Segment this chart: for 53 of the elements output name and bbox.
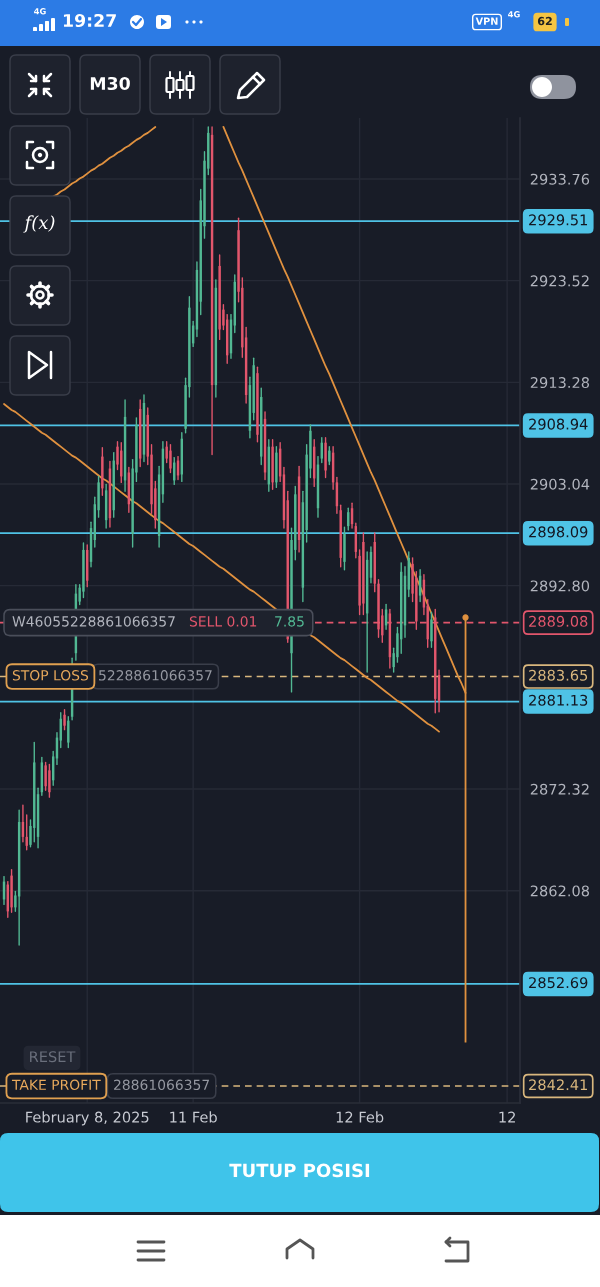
candlestick: [44, 761, 47, 791]
text: 62: [537, 16, 552, 26]
text: 4G: [508, 11, 520, 18]
ref-line-label: 2852.69: [529, 977, 588, 989]
candlestick: [271, 439, 274, 491]
ref-line-label: 2842.41: [529, 1079, 588, 1091]
text: 4G: [34, 8, 46, 15]
text: 19:27: [63, 13, 116, 28]
y-tick-label: 2862.08: [530, 885, 590, 897]
candlestick: [101, 446, 104, 497]
annotation: W46055228861066357: [12, 616, 175, 627]
candlestick: [343, 526, 346, 571]
candlestick: [256, 366, 259, 443]
candlestick: [169, 443, 172, 474]
candlestick: [324, 437, 327, 479]
ref-line-label: 2883.65: [529, 669, 588, 681]
ref-line-label: 2898.09: [529, 526, 588, 538]
y-tick-label: 2913.28: [530, 377, 590, 389]
candlestick: [67, 716, 70, 749]
text: TUTUP POSISI: [229, 1163, 370, 1178]
text: VPN: [475, 17, 498, 25]
candlestick: [63, 709, 66, 731]
text: M30: [90, 76, 130, 91]
y-tick-label: 2892.80: [530, 580, 590, 592]
annotation: RESET: [30, 1051, 76, 1063]
candlestick: [430, 611, 433, 648]
y-tick-label: 2872.32: [530, 783, 589, 795]
candlestick: [328, 445, 331, 466]
x-tick-label: 12 Feb: [336, 1111, 384, 1123]
x-tick-label: February 8, 2025: [26, 1111, 149, 1126]
candlestick: [10, 868, 13, 914]
candlestick: [82, 542, 85, 599]
candlestick: [362, 532, 365, 616]
ref-line-label: 2889.08: [529, 615, 588, 627]
annotation: SELL 0.01: [189, 616, 257, 627]
y-tick-label: 2923.52: [530, 275, 589, 287]
ref-line-label: 2929.51: [529, 214, 588, 226]
line-series: [52, 126, 157, 198]
ref-line-label: 2908.94: [529, 418, 588, 430]
candlestick: [218, 254, 221, 341]
candlestick: [48, 763, 51, 798]
annotation: STOP LOSS: [12, 670, 89, 681]
candlestick: [275, 445, 278, 489]
y-tick-label: 2933.76: [530, 173, 590, 185]
x-tick-label: 12: [499, 1111, 515, 1123]
annotation: 28861066357: [114, 1079, 210, 1091]
y-tick-label: 2903.04: [530, 478, 590, 490]
x-tick-label: 11 Feb: [170, 1111, 217, 1123]
annotation: f(x): [23, 215, 55, 233]
annotation: TAKE PROFIT: [11, 1079, 101, 1091]
annotation: 7.85: [275, 616, 304, 627]
annotation: 5228861066357: [99, 670, 212, 681]
ref-line-label: 2881.13: [529, 694, 588, 706]
